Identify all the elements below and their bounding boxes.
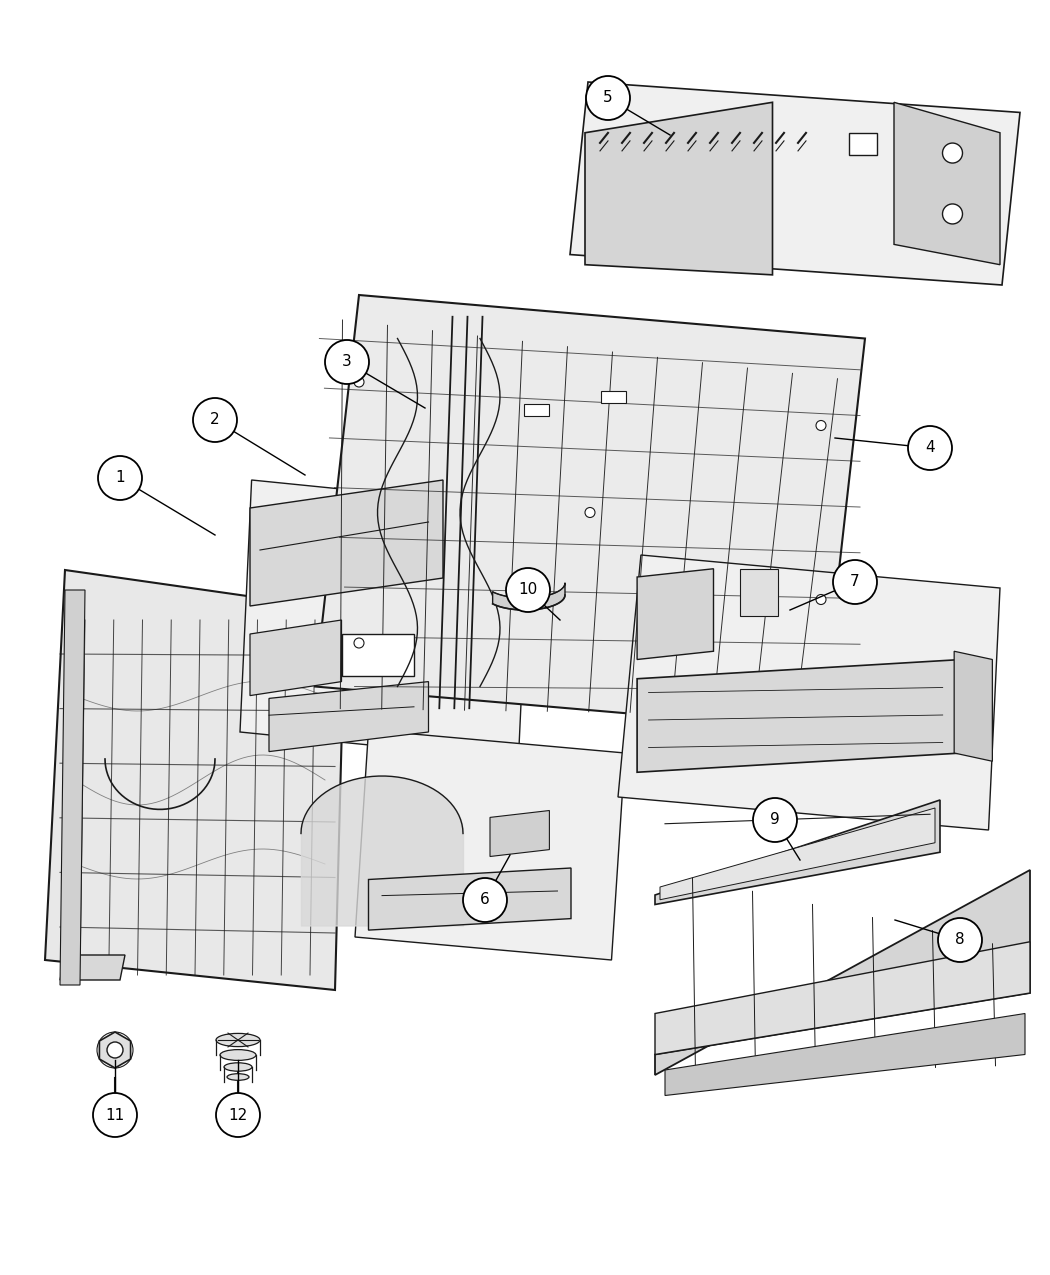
- Circle shape: [938, 918, 982, 963]
- Circle shape: [585, 507, 595, 518]
- Polygon shape: [894, 102, 1000, 265]
- Text: 12: 12: [229, 1108, 248, 1122]
- Polygon shape: [637, 659, 962, 773]
- Circle shape: [216, 1093, 260, 1137]
- Polygon shape: [655, 942, 1030, 1054]
- Polygon shape: [660, 808, 934, 900]
- Polygon shape: [637, 569, 714, 659]
- Bar: [341, 634, 414, 676]
- Circle shape: [506, 567, 550, 612]
- Polygon shape: [240, 479, 530, 760]
- Circle shape: [107, 1042, 123, 1058]
- Text: 8: 8: [956, 932, 965, 947]
- Circle shape: [354, 377, 364, 388]
- Polygon shape: [250, 620, 341, 696]
- Bar: [524, 404, 549, 416]
- Polygon shape: [954, 652, 992, 761]
- Polygon shape: [665, 1014, 1025, 1095]
- Ellipse shape: [216, 1034, 260, 1047]
- Polygon shape: [315, 295, 865, 731]
- Text: 11: 11: [105, 1108, 125, 1122]
- Text: 2: 2: [210, 413, 219, 427]
- Polygon shape: [60, 590, 85, 986]
- Circle shape: [93, 1093, 136, 1137]
- Bar: [849, 133, 877, 154]
- Polygon shape: [618, 555, 1000, 830]
- Circle shape: [943, 143, 963, 163]
- Polygon shape: [585, 102, 773, 275]
- Bar: [601, 390, 626, 403]
- Text: 3: 3: [342, 354, 352, 370]
- Circle shape: [586, 76, 630, 120]
- Text: 7: 7: [850, 575, 860, 589]
- Polygon shape: [100, 1031, 130, 1068]
- Circle shape: [193, 398, 237, 442]
- Circle shape: [816, 594, 826, 604]
- Ellipse shape: [220, 1049, 256, 1061]
- Polygon shape: [60, 955, 125, 980]
- Circle shape: [98, 456, 142, 500]
- Ellipse shape: [227, 1074, 249, 1080]
- Polygon shape: [45, 570, 345, 989]
- Circle shape: [753, 798, 797, 842]
- Polygon shape: [269, 682, 428, 751]
- Polygon shape: [570, 82, 1020, 286]
- Text: 10: 10: [519, 583, 538, 598]
- Polygon shape: [369, 868, 571, 929]
- Text: 9: 9: [770, 812, 780, 827]
- Circle shape: [833, 560, 877, 604]
- Polygon shape: [655, 870, 1030, 1075]
- Circle shape: [354, 638, 364, 648]
- Circle shape: [326, 340, 369, 384]
- Polygon shape: [492, 583, 565, 609]
- Polygon shape: [355, 731, 625, 960]
- Circle shape: [943, 204, 963, 224]
- Text: 6: 6: [480, 892, 490, 908]
- Polygon shape: [250, 479, 443, 606]
- Polygon shape: [490, 811, 549, 857]
- Polygon shape: [740, 569, 778, 616]
- Ellipse shape: [224, 1063, 252, 1071]
- Text: 5: 5: [603, 91, 613, 106]
- Polygon shape: [655, 799, 940, 904]
- Circle shape: [463, 878, 507, 922]
- Text: 4: 4: [925, 440, 934, 455]
- Circle shape: [908, 426, 952, 470]
- Circle shape: [816, 421, 826, 431]
- Text: 1: 1: [116, 470, 125, 486]
